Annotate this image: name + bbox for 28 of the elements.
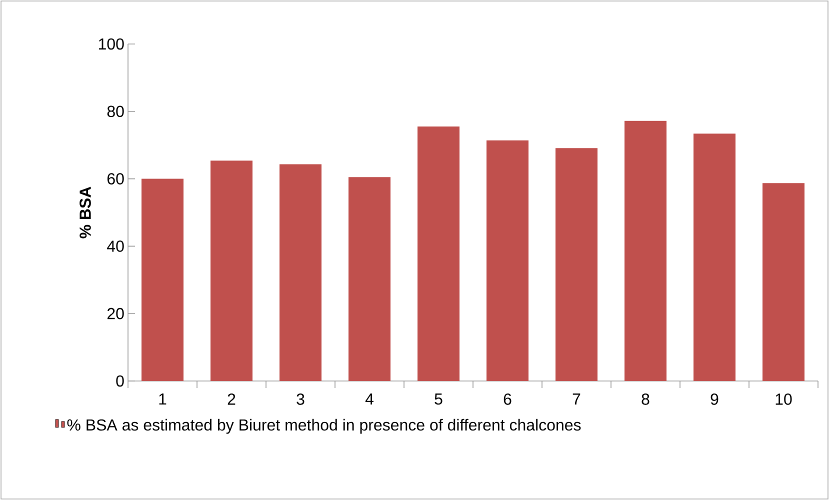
bar [556, 148, 598, 381]
x-tick-label: 5 [434, 394, 442, 405]
y-tick-label: 20 [107, 308, 124, 320]
y-tick-label: 100 [99, 38, 124, 50]
x-tick-label: 7 [572, 394, 580, 405]
bar [280, 164, 322, 381]
x-tick-label: 2 [228, 394, 236, 405]
bar [762, 183, 804, 381]
y-tick-label: 60 [107, 173, 124, 184]
bar [486, 140, 529, 381]
x-tick-label: 8 [642, 394, 650, 405]
y-axis-title: % BSA [80, 186, 91, 238]
bar [142, 178, 184, 381]
x-tick-label: 4 [365, 394, 374, 405]
y-tick-label: 0 [116, 375, 124, 387]
x-tick-label: 6 [504, 394, 512, 405]
bar [418, 126, 460, 381]
legend-label: % BSA as estimated by Biuret method in presence of different chalcones [67, 418, 581, 434]
x-tick-label: 1 [159, 394, 166, 405]
bar [624, 120, 667, 381]
x-tick-label: 3 [296, 394, 304, 405]
bar [694, 134, 736, 381]
x-tick-label: 9 [710, 394, 718, 405]
y-tick-label: 80 [107, 106, 124, 118]
bar [348, 177, 391, 381]
y-tick-label: 40 [107, 240, 124, 252]
x-tick-label: 10 [776, 394, 792, 405]
bar [210, 160, 253, 381]
